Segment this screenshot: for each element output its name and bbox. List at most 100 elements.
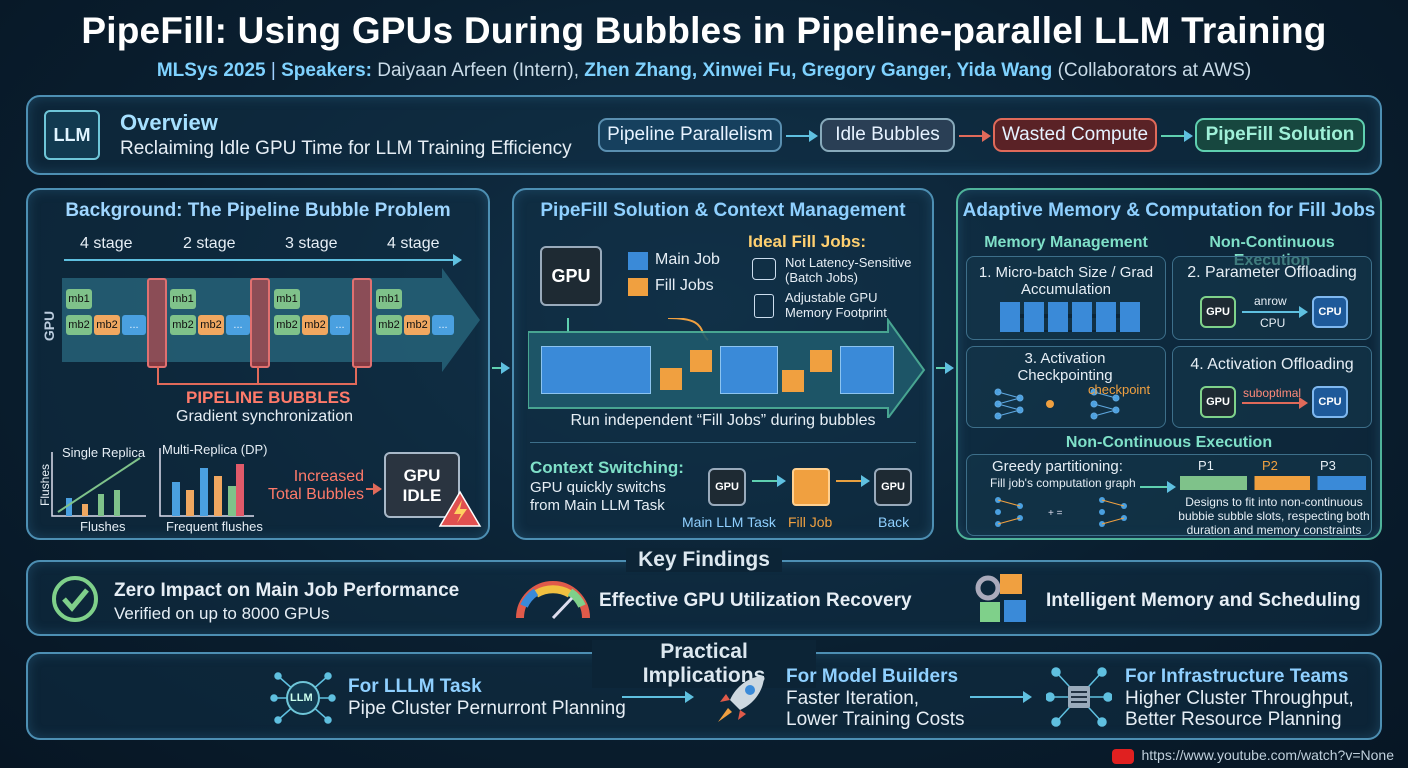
footer: https://www.youtube.com/watch?v=None [1111,747,1394,764]
chip-mb2: mb2 [274,315,300,335]
impl-arrow-2 [970,691,1032,703]
llm-chip-icon: LLM [44,110,100,160]
chip-mb2: mb2 [170,315,196,335]
chart1-xlabel: Flushes [80,519,126,534]
implication-2-sub1: Faster Iteration, [786,688,920,709]
implication-1-sub: Pipe Cluster Pernurront Planning [348,698,626,719]
ideal-fill-item-2: Adjustable GPU Memory Footprint [785,290,887,320]
gear-puzzle-icon [975,574,1026,622]
findings-title: Key Findings [626,548,782,572]
implication-2-sub2: Lower Training Costs [786,709,965,730]
collaborators: Zhen Zhang, Xinwei Fu, Gregory Ganger, Y… [584,60,1053,81]
chip-mb1: mb1 [274,289,300,309]
fill-job-block [660,368,682,390]
implication-1-title: For LLLM Task [348,676,482,697]
adaptive-title: Adaptive Memory & Computation for Fill J… [962,200,1376,221]
chip-dots: ... [330,315,350,335]
impl-arrow-1 [622,691,694,703]
chip-dots: ... [432,315,454,335]
source-link[interactable]: https://www.youtube.com/watch?v=None [1141,747,1394,764]
fill-job-chip-icon [792,468,830,506]
cs-fill-label: Fill Job [788,514,833,530]
offload-arrow [1242,306,1308,318]
gpu-chip-icon: GPU [1200,386,1236,418]
fill-job-block [690,350,712,372]
collab-note: (Collaborators at AWS) [1057,60,1252,81]
flow-arrow-3 [1161,130,1193,142]
partition-bar [1180,476,1366,490]
chart2-title: Multi-Replica (DP) [162,442,268,457]
fill-job-block [810,350,832,372]
venue: MLSys 2025 [156,60,266,81]
box2-arrow-label: anrow [1254,294,1287,308]
gpu-chip-icon: GPU [540,246,602,306]
flow-pipeline-parallelism: Pipeline Parallelism [598,118,782,152]
svg-text:+ =: + = [1048,508,1063,519]
background-title: Background: The Pipeline Bubble Problem [65,200,451,221]
switch-arrow [752,475,786,487]
panel-arrow-2 [936,362,954,374]
stage-label-1: 4 stage [80,235,133,252]
panel-arrow-1 [492,362,510,374]
finding-1-sub: Verified on up to 8000 GPUs [114,604,330,623]
context-switch-title: Context Switching: [530,458,684,477]
chip-mb1: mb1 [376,289,402,309]
main-job-block [840,346,894,394]
flow-arrow-2 [959,130,991,142]
llm-network-icon [270,672,336,724]
overview-subtitle: Reclaiming Idle GPU Time for LLM Trainin… [120,138,572,159]
gpu-chip-main-icon: GPU [708,468,746,506]
greedy-box [966,454,1372,536]
partition-arrow [1140,481,1176,493]
checkpoint-tag: checkpoint [1088,382,1151,397]
flow-arrow-1 [786,130,818,142]
chip-mb2: mb2 [198,315,224,335]
stage-label-4: 4 stage [387,235,440,252]
legend-fill-label: Fill Jobs [655,277,714,294]
finding-1-title: Zero Impact on Main Job Performance [114,580,460,601]
chip-mb2: mb2 [404,315,430,335]
grad-sync-label: Gradient synchronization [176,408,353,425]
overview-title: Overview [120,110,218,135]
batch-icon [752,258,776,280]
rocket-icon [718,676,764,722]
increased-bubbles-label: Increased Total Bubbles [267,468,364,503]
chart2-multi-replica [159,448,254,517]
offload-arrow [1242,397,1308,409]
memory-management-heading: Memory Management [984,234,1148,251]
context-switch-text: GPU quickly switchs from Main LLM Task [530,479,666,514]
memory-card-icon [754,294,774,318]
chip-mb2: mb2 [302,315,328,335]
finding-3-title: Intelligent Memory and Scheduling [1046,590,1361,611]
switch-arrow [836,475,870,487]
ideal-fill-title: Ideal Fill Jobs: [748,232,867,251]
stage-label-3: 3 stage [285,235,338,252]
finding-2-title: Effective GPU Utilization Recovery [599,590,912,611]
part-label-3: P3 [1320,458,1336,473]
chip-mb2: mb2 [376,315,402,335]
micro-batch-grid [1000,302,1140,332]
chart1-single-replica [51,452,146,517]
chip-mb2: mb2 [66,315,92,335]
fill-job-block [782,370,804,392]
implication-3-sub1: Higher Cluster Throughput, [1125,688,1354,709]
box3-label: 3. Activation Checkpointing [1017,350,1113,384]
cpu-chip-icon: CPU [1312,296,1348,328]
neural-net-icon [994,388,1120,420]
bubble-bar [250,278,270,368]
chip-mb1: mb1 [170,289,196,309]
increased-arrow [366,483,382,495]
page-title: PipeFill: Using GPUs During Bubbles in P… [81,10,1327,51]
chip-dots: ... [122,315,146,335]
gauge-icon [516,581,590,620]
part-label-1: P1 [1198,458,1214,473]
flow-wasted-compute: Wasted Compute [993,118,1157,152]
chart1-ylabel: Flushes [38,463,53,507]
legend-fill-swatch [628,278,648,296]
chip-mb2: mb2 [94,315,120,335]
nce-heading: Non-Continuous Execution [1065,434,1273,451]
box2-label: 2. Parameter Offloading [1187,264,1357,281]
bubble-bar [147,278,167,368]
server-network-icon [1046,667,1112,727]
stage-label-2: 2 stage [183,235,236,252]
